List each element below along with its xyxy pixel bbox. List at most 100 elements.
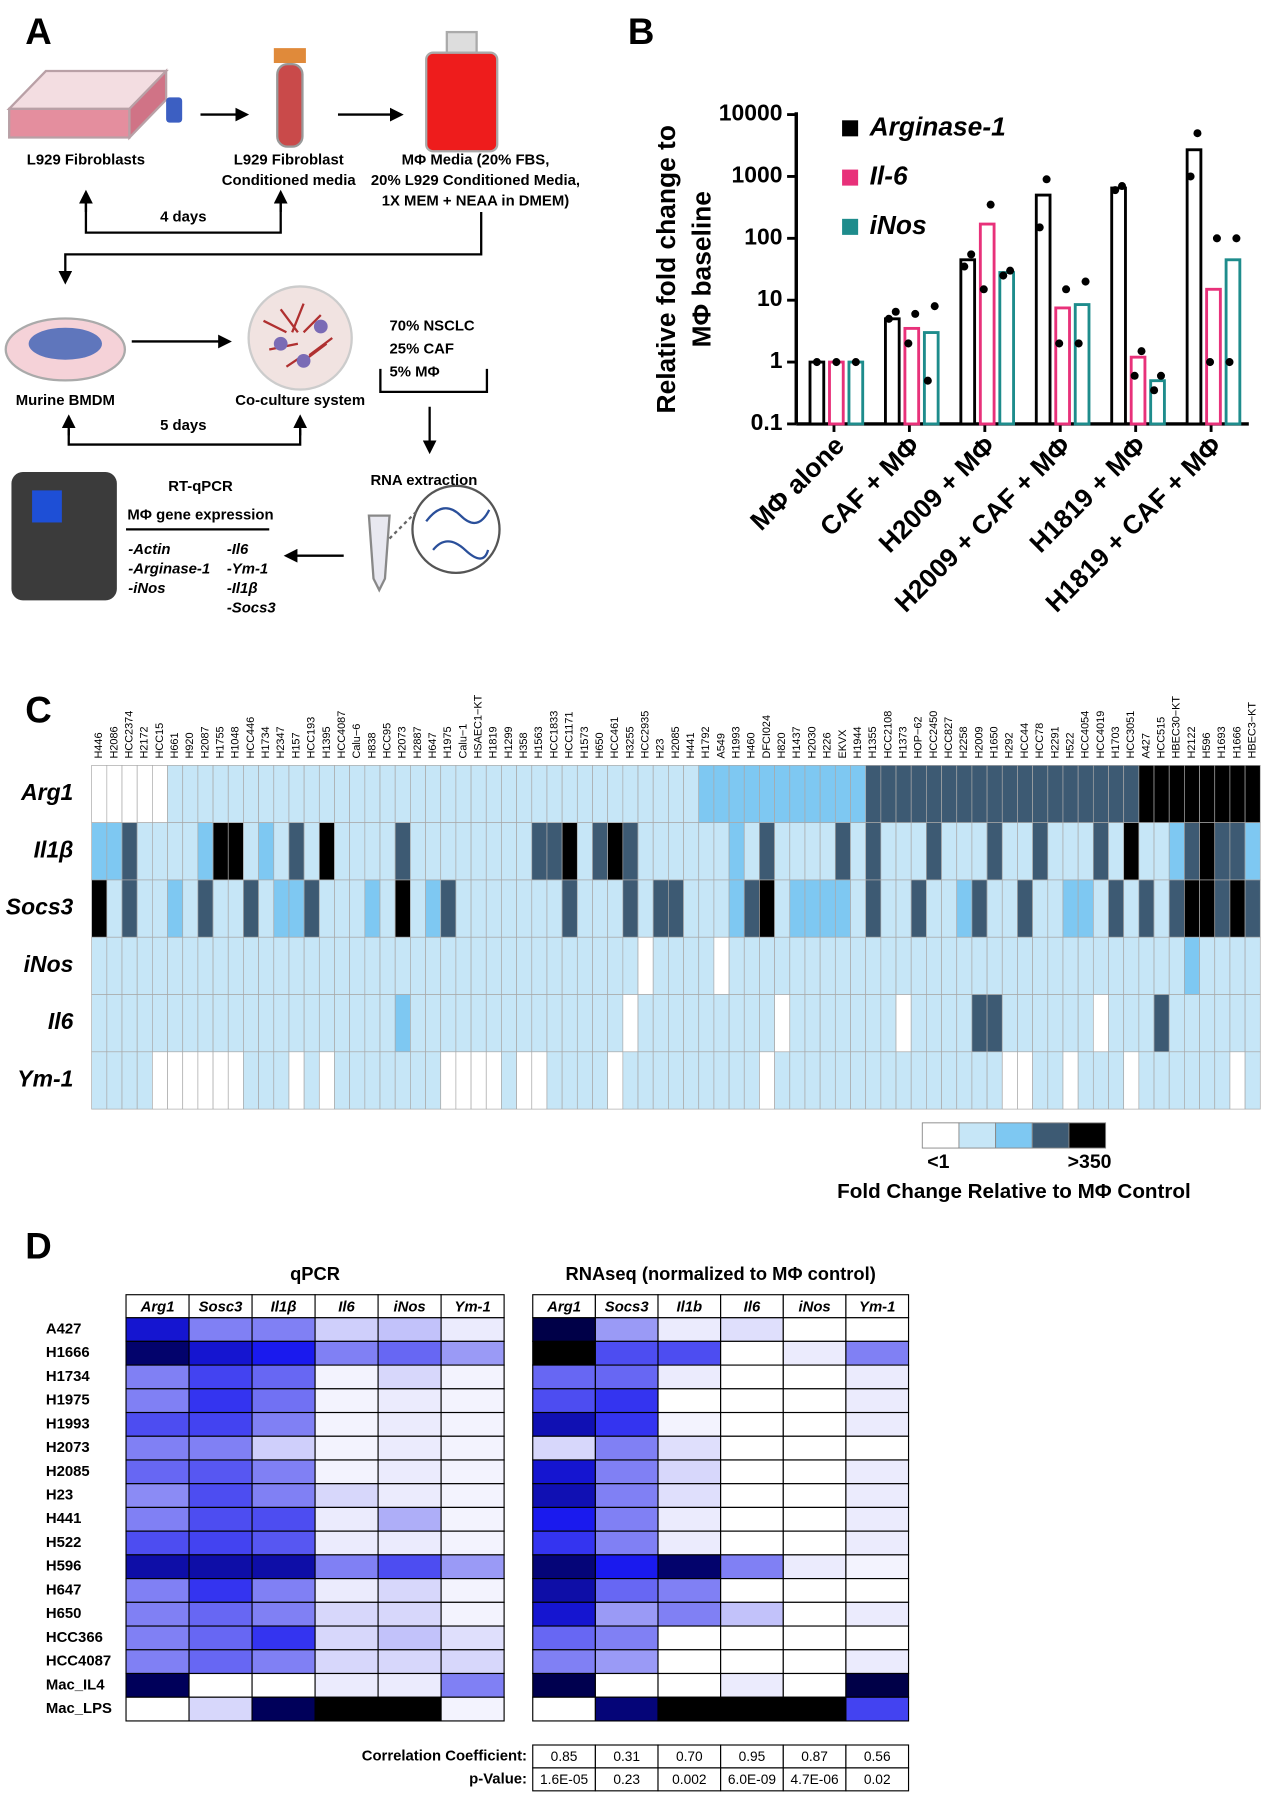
heatmap-cell <box>182 879 199 938</box>
column-label: H1395 <box>321 726 333 758</box>
y-tick-label: 0.1 <box>751 409 783 435</box>
heatmap-cell <box>303 936 320 995</box>
heatmap-cell <box>1062 994 1079 1053</box>
bracket <box>84 197 282 234</box>
replicate-point <box>1074 339 1083 348</box>
heatmap-cell <box>532 1601 596 1627</box>
column-label: HCC4087 <box>336 711 348 759</box>
gene: -iNos <box>128 581 165 597</box>
heatmap-cell <box>622 994 639 1053</box>
heatmap-cell <box>657 1411 722 1437</box>
heatmap-cell <box>485 994 502 1053</box>
heatmap-cell <box>1032 822 1049 881</box>
row-label: H522 <box>46 1535 82 1551</box>
heatmap-cell <box>720 1554 784 1580</box>
heatmap-cell <box>532 1388 596 1414</box>
heatmap-cell <box>125 1554 190 1580</box>
heatmap-cell <box>125 1388 190 1414</box>
heatmap-cell <box>698 879 715 938</box>
table-value: 4.7E-06 <box>791 1772 839 1787</box>
heatmap-cell <box>720 1625 784 1651</box>
heatmap-cell <box>425 936 442 995</box>
legend-swatch <box>995 1122 1033 1149</box>
heatmap-cell <box>845 1435 910 1461</box>
diagram <box>4 30 501 601</box>
heatmap-cell <box>845 1554 910 1580</box>
heatmap-cell <box>318 994 335 1053</box>
row-label: H1975 <box>46 1393 90 1409</box>
heatmap-cell <box>804 994 821 1053</box>
heatmap-cell <box>136 994 153 1053</box>
gene: -Ym-1 <box>227 561 268 577</box>
heatmap-cell <box>1047 994 1064 1053</box>
heatmap-cell <box>789 879 806 938</box>
heatmap-cell <box>594 1530 659 1556</box>
heatmap-cell <box>212 765 229 824</box>
heatmap-cell <box>713 879 730 938</box>
heatmap-cell <box>440 1506 505 1532</box>
heatmap-cell <box>1108 936 1125 995</box>
connector <box>58 211 483 285</box>
table-value: 0.02 <box>864 1772 891 1787</box>
heatmap-cell <box>845 1601 910 1627</box>
column-label: H1299 <box>503 726 515 758</box>
heatmap-cell <box>576 822 593 881</box>
column-label: H1373 <box>897 726 909 758</box>
replicate-point <box>1118 182 1127 191</box>
column-label: EKVX <box>837 729 849 759</box>
heatmap-cell <box>720 1601 784 1627</box>
heatmap-cell <box>251 1364 316 1390</box>
heatmap-cell <box>227 822 244 881</box>
column-label: Arg1 <box>546 1299 581 1315</box>
heatmap-cell <box>501 765 517 824</box>
heatmap-cell <box>728 936 745 995</box>
heatmap-cell <box>1017 936 1033 995</box>
heatmap-cell <box>845 1578 910 1603</box>
heatmap-cell <box>1244 822 1261 881</box>
column-label: H2122 <box>1186 726 1198 758</box>
column-label: H661 <box>169 732 181 758</box>
column-label: H1693 <box>1216 726 1228 758</box>
heatmap-cell <box>440 1388 505 1414</box>
heatmap-cell <box>377 1672 442 1698</box>
heatmap-cell <box>941 994 958 1053</box>
heatmap-cell <box>941 879 958 938</box>
diagram-label: 1X MEM + NEAA in DMEM) <box>382 194 570 210</box>
heatmap-cell <box>576 765 593 824</box>
heatmap-cell <box>850 1051 867 1110</box>
heatmap-cell <box>410 879 426 938</box>
heatmap-cell <box>394 994 411 1053</box>
heatmap-cell <box>188 1625 253 1651</box>
heatmap-cell <box>652 822 669 881</box>
heatmap-cell <box>652 765 669 824</box>
heatmap-cell <box>834 765 851 824</box>
heatmap-cell <box>895 765 912 824</box>
heatmap-cell <box>774 1051 791 1110</box>
column-label: HCC1171 <box>564 712 576 759</box>
heatmap-cell <box>652 1051 669 1110</box>
heatmap-cell <box>720 1578 784 1603</box>
heatmap-cell <box>227 936 244 995</box>
bar <box>922 331 940 426</box>
heatmap-cell <box>576 1051 593 1110</box>
heatmap-cell <box>1047 1051 1064 1110</box>
heatmap-cell <box>1077 879 1094 938</box>
column-label: HCC1833 <box>548 711 560 759</box>
heatmap-cell <box>971 1051 988 1110</box>
heatmap-cell <box>607 765 624 824</box>
heatmap-cell <box>273 879 290 938</box>
heatmap-cell <box>440 765 457 824</box>
heatmap-cell <box>865 1051 882 1110</box>
heatmap-cell <box>440 1459 505 1485</box>
heatmap-cell <box>668 879 684 938</box>
heatmap-cell <box>594 1578 659 1603</box>
heatmap-cell <box>258 994 275 1053</box>
heatmap-cell <box>774 822 791 881</box>
heatmap-cell <box>349 994 366 1053</box>
heatmap-cell <box>188 1364 253 1390</box>
bar <box>998 271 1015 426</box>
heatmap-cell <box>1017 822 1033 881</box>
bar <box>808 360 826 426</box>
heatmap-cell <box>804 822 821 881</box>
heatmap-cell <box>1168 936 1185 995</box>
